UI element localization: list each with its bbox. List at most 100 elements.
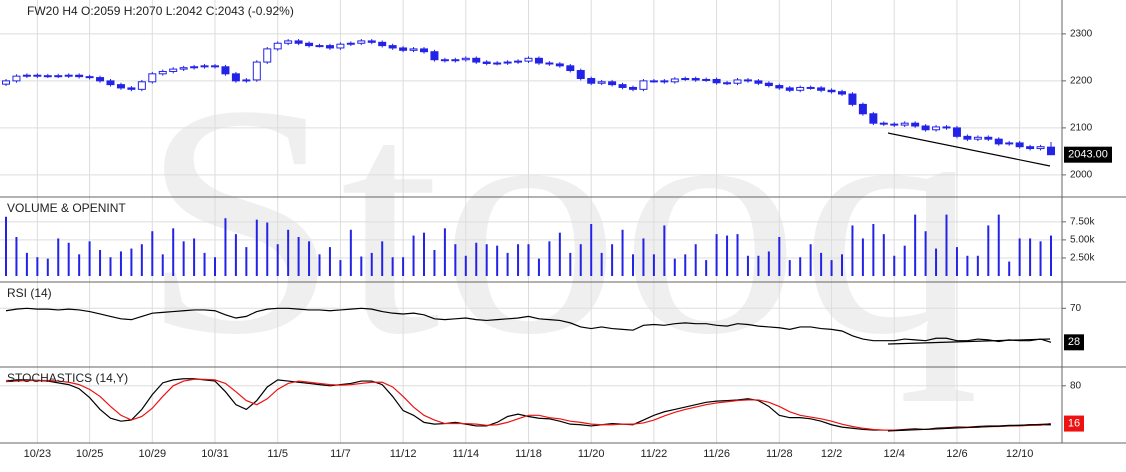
candle-body xyxy=(1026,146,1035,150)
candle-body xyxy=(733,79,742,84)
volume-bar xyxy=(5,216,7,276)
y-tick-label: 2100 xyxy=(1070,123,1093,134)
volume-bar xyxy=(255,219,258,276)
volume-bar xyxy=(632,254,634,276)
indicator-line xyxy=(5,378,1052,431)
volume-bar xyxy=(46,258,49,276)
candle-body xyxy=(984,136,993,140)
volume-bar xyxy=(475,242,478,276)
volume-bar xyxy=(464,255,467,276)
y-tick-label: 70 xyxy=(1070,303,1082,314)
volume-bar xyxy=(224,218,227,276)
volume-bar xyxy=(611,244,614,276)
volume-bar xyxy=(318,254,321,276)
trend-line xyxy=(887,423,1051,432)
x-tick-label: 11/18 xyxy=(515,448,542,460)
panel-title: VOLUME & OPENINT xyxy=(7,201,126,215)
candle-body xyxy=(587,78,596,84)
volume-bar xyxy=(579,244,582,276)
candle-body xyxy=(785,87,794,91)
volume-bar xyxy=(548,241,551,276)
candle-body xyxy=(273,42,282,50)
candle-body xyxy=(743,79,752,82)
panel-title: RSI (14) xyxy=(7,286,52,300)
candle-body xyxy=(670,78,679,83)
volume-bar xyxy=(694,244,697,276)
marks xyxy=(2,39,1055,431)
x-tick-label: 12/2 xyxy=(821,448,842,460)
volume-bar xyxy=(945,214,948,276)
volume-bar xyxy=(297,237,300,276)
volume-bar xyxy=(15,237,18,276)
candle-body xyxy=(932,126,941,131)
candle-body xyxy=(1005,142,1014,145)
last-value-label: 16 xyxy=(1068,417,1080,429)
volume-bar xyxy=(621,229,624,276)
volume-bar xyxy=(1050,235,1052,276)
volume-bar xyxy=(349,229,352,276)
volume-bar xyxy=(391,257,394,276)
x-tick-label: 10/29 xyxy=(139,448,167,460)
candle-body xyxy=(702,78,711,81)
x-tick-label: 10/23 xyxy=(24,448,52,460)
volume-bar xyxy=(140,244,143,276)
volume-bar xyxy=(496,245,499,276)
candle-body xyxy=(367,40,376,43)
candle-body xyxy=(639,80,648,90)
candle-body xyxy=(315,45,324,48)
volume-bar xyxy=(663,225,666,276)
volume-bar xyxy=(433,250,436,276)
y-tick-label: 2200 xyxy=(1070,76,1093,87)
volume-bar xyxy=(673,258,676,276)
volume-bar xyxy=(1039,241,1042,276)
x-tick-label: 11/7 xyxy=(330,448,351,460)
candle-body xyxy=(231,73,240,82)
x-tick-label: 11/12 xyxy=(390,448,417,460)
candle-body xyxy=(305,42,314,47)
candle-body xyxy=(796,86,805,91)
last-value-label: 2043.00 xyxy=(1068,149,1108,161)
candle-body xyxy=(440,59,449,62)
candle-body xyxy=(127,87,136,90)
volume-bar xyxy=(1018,238,1021,276)
candle-body xyxy=(900,122,909,126)
volume-bar xyxy=(161,254,164,276)
candle-body xyxy=(503,61,512,64)
candle-body xyxy=(555,63,564,67)
candle-body xyxy=(848,93,857,105)
x-tick-label: 10/31 xyxy=(201,448,229,460)
volume-bar xyxy=(830,260,833,276)
candle-body xyxy=(838,91,846,95)
candle-body xyxy=(775,85,784,89)
volume-bar xyxy=(99,250,102,276)
volume-bar xyxy=(119,251,122,276)
volume-bar xyxy=(25,252,28,276)
volume-bar xyxy=(851,225,854,276)
x-tick-label: 12/6 xyxy=(946,448,967,460)
x-tick-label: 12/10 xyxy=(1006,448,1034,460)
candle-body xyxy=(472,57,481,63)
volume-bar xyxy=(987,225,990,276)
candle-body xyxy=(1047,146,1055,156)
volume-bar xyxy=(203,252,206,276)
volume-bar xyxy=(381,241,384,276)
candle-body xyxy=(12,75,21,82)
candle-body xyxy=(534,57,543,64)
candle-body xyxy=(764,82,773,87)
volume-bar xyxy=(997,214,1000,276)
volume-bar xyxy=(841,254,843,276)
candle-body xyxy=(754,80,763,84)
volume-bar xyxy=(360,256,363,276)
volume-bar xyxy=(527,244,530,276)
y-tick-label: 80 xyxy=(1070,380,1082,391)
volume-bar xyxy=(130,248,133,276)
volume-bar xyxy=(423,232,425,276)
volume-bar xyxy=(172,228,175,276)
candle-body xyxy=(22,74,31,77)
volume-bar xyxy=(36,257,39,276)
volume-bar xyxy=(517,244,520,276)
x-tick-label: 11/14 xyxy=(452,448,479,460)
volume-bar xyxy=(861,238,864,276)
volume-bar xyxy=(454,244,457,276)
volume-bar xyxy=(600,252,603,276)
